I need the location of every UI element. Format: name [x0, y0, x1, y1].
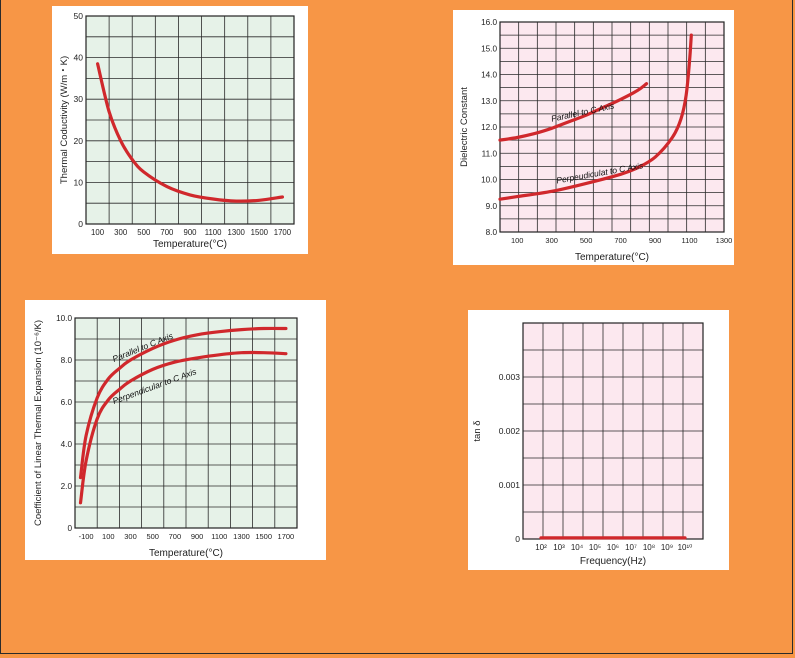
y-tick-label: 10 [74, 177, 84, 187]
x-tick-label: 900 [649, 236, 662, 245]
x-tick-label: 500 [580, 236, 593, 245]
x-tick-label: 500 [146, 532, 159, 541]
y-tick-label: 9.0 [486, 202, 498, 211]
x-tick-label: 100 [102, 532, 115, 541]
y-tick-label: 50 [74, 11, 84, 21]
dielectric-constant-chart: 8.0 9.0 10.0 11.0 12.0 13.0 14.0 15.0 16.0 100 300… [453, 10, 734, 265]
x-tick-label: 300 [114, 228, 128, 237]
thermal-expansion-chart: 0 2.0 4.0 6.0 8.0 10.0 -100 100 300 500 700 900 1100… [25, 300, 326, 560]
x-tick-label: 700 [169, 532, 182, 541]
y-tick-label: 6.0 [61, 398, 73, 407]
y-tick-label: 0 [78, 219, 83, 229]
x-tick-label: 1300 [233, 532, 250, 541]
x-axis-label: Frequency(Hz) [580, 556, 646, 567]
x-tick-label: 10⁵ [589, 543, 601, 552]
x-tick-label: 300 [545, 236, 558, 245]
y-tick-label: 0.003 [499, 372, 521, 382]
x-tick-label: 500 [137, 228, 151, 237]
series-line [498, 82, 649, 142]
y-tick-label: 30 [74, 94, 84, 104]
y-tick-label: 12.0 [481, 123, 497, 132]
y-tick-label: 13.0 [481, 97, 497, 106]
y-tick-label: 10.0 [56, 314, 72, 323]
y-axis-label: Dielectric Constant [459, 87, 470, 167]
y-tick-label: 10.0 [481, 176, 497, 185]
x-tick-label: 300 [124, 532, 137, 541]
y-axis-label: Thermal Coductivity (W/m・K) [59, 56, 70, 184]
y-axis-label: tan δ [472, 420, 483, 441]
y-tick-label: 0 [515, 534, 520, 544]
series-line [78, 326, 288, 480]
x-tick-label: 10¹⁰ [678, 543, 693, 552]
x-tick-label: 900 [191, 532, 204, 541]
x-axis-label: Temperature(°C) [153, 239, 227, 250]
x-tick-label: 10⁶ [607, 543, 619, 552]
x-tick-label: 1300 [228, 228, 246, 237]
x-tick-label: 1300 [716, 236, 733, 245]
thermal-conductivity-chart: 0 10 20 30 40 50 100 300 500 700 900 1100 1300 1500 17… [52, 6, 308, 254]
y-tick-label: 16.0 [481, 18, 497, 27]
thermal-conductivity-svg: 0 10 20 30 40 50 100 300 500 700 900 1100 1300 1500 17… [59, 11, 295, 250]
x-tick-label: 10³ [553, 543, 565, 552]
y-tick-label: 0.002 [499, 426, 521, 436]
y-tick-label: 14.0 [481, 71, 497, 80]
x-tick-label: 1700 [278, 532, 295, 541]
x-tick-label: -100 [79, 532, 94, 541]
y-tick-label: 11.0 [482, 149, 498, 158]
x-tick-label: 100 [91, 228, 105, 237]
y-tick-label: 0.001 [499, 480, 521, 490]
x-tick-label: 700 [614, 236, 627, 245]
y-tick-label: 8.0 [486, 228, 498, 237]
thermal-expansion-svg: 0 2.0 4.0 6.0 8.0 10.0 -100 100 300 500 700 900 1100… [33, 314, 298, 559]
x-tick-label: 900 [183, 228, 197, 237]
x-tick-label: 1100 [205, 228, 222, 237]
tan-delta-chart: 0 0.001 0.002 0.003 10² 10³ 10⁴ 10⁵ 10⁶ 10⁷ 10⁸ 10⁹… [468, 310, 729, 570]
x-tick-label: 1500 [251, 228, 269, 237]
x-axis-label: Temperature(°C) [575, 252, 649, 263]
x-tick-label: 10⁸ [643, 543, 655, 552]
x-tick-label: 10² [535, 543, 547, 552]
series-line [498, 33, 693, 201]
x-tick-label: 700 [160, 228, 174, 237]
series-line [78, 350, 288, 505]
x-tick-label: 1100 [211, 532, 227, 541]
y-tick-label: 40 [74, 53, 84, 63]
y-tick-label: 20 [74, 136, 84, 146]
series-line [96, 62, 284, 203]
x-tick-label: 1500 [255, 532, 272, 541]
y-tick-label: 4.0 [61, 440, 73, 449]
x-tick-label: 1100 [681, 236, 697, 245]
dielectric-constant-svg: 8.0 9.0 10.0 11.0 12.0 13.0 14.0 15.0 16.0 100 300… [459, 18, 733, 263]
y-axis-label: Coefficient of Linear Thermal Expansion … [33, 320, 44, 526]
x-tick-label: 10⁷ [625, 543, 637, 552]
x-tick-label: 1700 [274, 228, 292, 237]
x-tick-label: 100 [511, 236, 524, 245]
y-tick-label: 8.0 [61, 356, 73, 365]
tan-delta-svg: 0 0.001 0.002 0.003 10² 10³ 10⁴ 10⁵ 10⁶ 10⁷ 10⁸ 10⁹… [472, 322, 704, 567]
x-tick-label: 10⁹ [661, 543, 673, 552]
x-axis-label: Temperature(°C) [149, 548, 223, 559]
y-tick-label: 2.0 [61, 482, 73, 491]
x-tick-label: 10⁴ [571, 543, 584, 552]
y-tick-label: 15.0 [481, 44, 497, 53]
y-tick-label: 0 [67, 524, 72, 533]
